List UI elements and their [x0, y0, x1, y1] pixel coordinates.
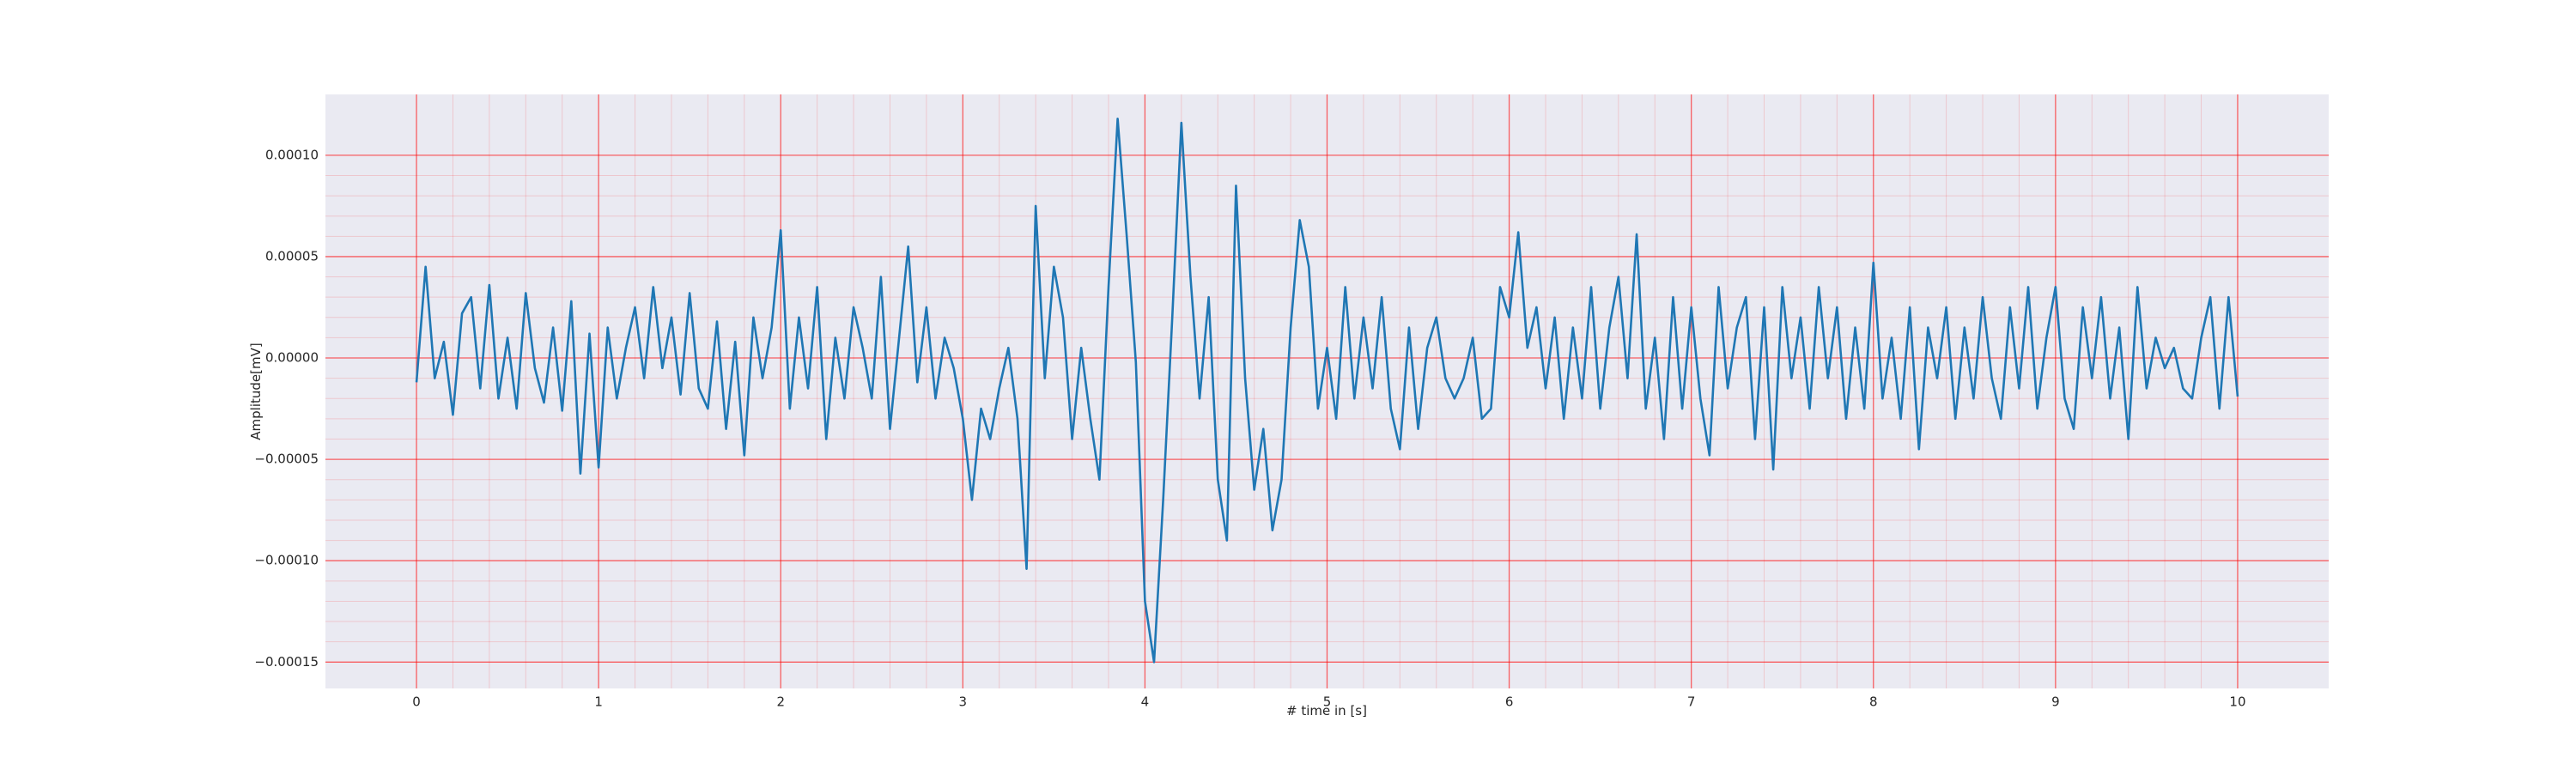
plot-area: [325, 94, 2329, 688]
y-tick-label: −0.00005: [254, 452, 319, 467]
x-tick-label: 0: [412, 694, 421, 710]
x-tick-label: 5: [1323, 694, 1332, 710]
signal-line: [415, 118, 2239, 664]
x-tick-label: 8: [1869, 694, 1878, 710]
x-tick-label: 10: [2229, 694, 2245, 710]
y-tick-label: 0.00005: [265, 248, 319, 264]
x-tick-label: 2: [776, 694, 785, 710]
x-tick-label: 1: [594, 694, 603, 710]
y-axis-label: Amplitude[mV]: [248, 343, 264, 440]
y-tick-label: 0.00010: [265, 147, 319, 162]
x-axis-label: # time in [s]: [1286, 703, 1367, 718]
x-tick-label: 4: [1141, 694, 1150, 710]
x-tick-label: 7: [1687, 694, 1696, 710]
x-tick-label: 3: [959, 694, 968, 710]
y-tick-label: 0.00000: [265, 350, 319, 366]
y-tick-label: −0.00015: [254, 654, 319, 670]
y-tick-label: −0.00010: [254, 553, 319, 568]
x-tick-label: 9: [2051, 694, 2060, 710]
x-tick-label: 6: [1505, 694, 1514, 710]
